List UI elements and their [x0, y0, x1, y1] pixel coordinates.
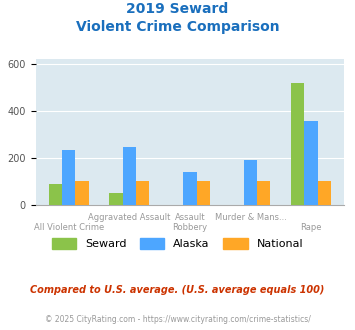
Bar	[62, 149, 76, 205]
Text: All Violent Crime: All Violent Crime	[34, 223, 104, 232]
Bar	[136, 181, 149, 205]
Text: Aggravated Assault: Aggravated Assault	[88, 213, 170, 222]
Bar	[257, 181, 271, 205]
Bar	[197, 181, 210, 205]
Bar	[123, 147, 136, 205]
Text: 2019 Seward: 2019 Seward	[126, 2, 229, 16]
Bar	[49, 183, 62, 205]
Bar	[244, 160, 257, 205]
Text: Murder & Mans...: Murder & Mans...	[214, 213, 286, 222]
Text: Robbery: Robbery	[173, 223, 207, 232]
Text: © 2025 CityRating.com - https://www.cityrating.com/crime-statistics/: © 2025 CityRating.com - https://www.city…	[45, 315, 310, 324]
Bar	[304, 121, 318, 205]
Legend: Seward, Alaska, National: Seward, Alaska, National	[48, 234, 307, 253]
Bar	[291, 83, 304, 205]
Bar	[318, 181, 331, 205]
Text: Rape: Rape	[300, 223, 322, 232]
Text: Assault: Assault	[175, 213, 205, 222]
Text: Compared to U.S. average. (U.S. average equals 100): Compared to U.S. average. (U.S. average …	[30, 285, 325, 295]
Bar	[76, 181, 89, 205]
Text: Violent Crime Comparison: Violent Crime Comparison	[76, 20, 279, 34]
Bar	[109, 193, 123, 205]
Bar	[183, 172, 197, 205]
